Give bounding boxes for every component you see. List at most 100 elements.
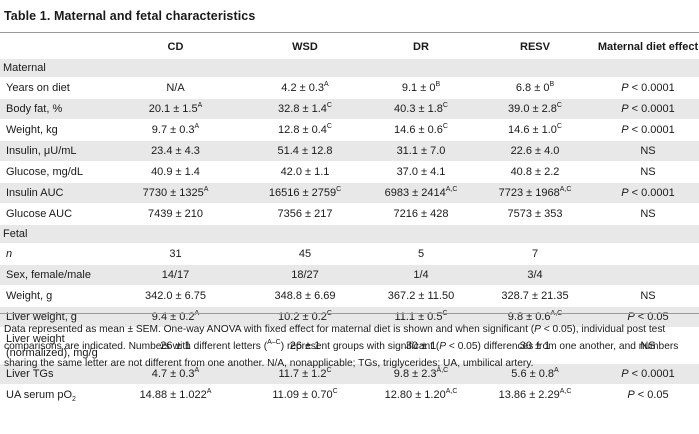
- cell-resv: 14.6 ± 1.0C: [473, 119, 597, 141]
- bottom-rule: [0, 313, 699, 314]
- row-label: Weight, kg: [0, 119, 110, 141]
- header-dr: DR: [413, 40, 429, 53]
- cell-dr: 14.6 ± 0.6C: [369, 119, 473, 141]
- characteristics-table: CD WSD DR RESV Maternal diet effect Mate…: [0, 35, 699, 405]
- cell-cd: 7439 ± 210: [110, 203, 241, 225]
- section-row-maternal: Maternal: [0, 58, 699, 78]
- table-row: Insulin, μU/mL 23.4 ± 4.3 51.4 ± 12.8 31…: [0, 140, 699, 162]
- cell-wsd: 51.4 ± 12.8: [241, 140, 369, 162]
- row-label: Glucose, mg/dL: [0, 161, 110, 183]
- row-label: Liver weight (normalized), mg/g: [0, 327, 110, 364]
- cell-effect: P < 0.0001: [597, 98, 699, 120]
- cell-dr: 9.8 ± 2.3A,C: [369, 363, 473, 385]
- cell-resv: 7: [473, 243, 597, 265]
- top-rule: [0, 32, 699, 33]
- cell-dr: 30 ± 1: [369, 327, 473, 364]
- cell-dr: 40.3 ± 1.8C: [369, 98, 473, 120]
- header-blank: [0, 35, 110, 59]
- cell-effect: P < 0.0001: [597, 182, 699, 204]
- cell-effect: NS: [597, 161, 699, 183]
- table-row: Sex, female/male 14/17 18/27 1/4 3/4: [0, 264, 699, 286]
- cell-effect: NS: [597, 203, 699, 225]
- table-row: Glucose AUC 7439 ± 210 7356 ± 217 7216 ±…: [0, 203, 699, 225]
- cell-effect: [597, 264, 699, 286]
- row-label: Body fat, %: [0, 98, 110, 120]
- row-label: Insulin AUC: [0, 182, 110, 204]
- cell-dr: 31.1 ± 7.0: [369, 140, 473, 162]
- cell-dr: 37.0 ± 4.1: [369, 161, 473, 183]
- row-label: Insulin, μU/mL: [0, 140, 110, 162]
- header-resv: RESV: [520, 40, 550, 53]
- cell-wsd: 45: [241, 243, 369, 265]
- cell-wsd: 12.8 ± 0.4C: [241, 119, 369, 141]
- cell-resv: 22.6 ± 4.0: [473, 140, 597, 162]
- header-effect: Maternal diet effect: [597, 40, 699, 53]
- cell-dr: 367.2 ± 11.50: [369, 285, 473, 307]
- cell-effect: P < 0.05: [597, 384, 699, 405]
- header-cd: CD: [167, 40, 184, 53]
- cell-resv: 40.8 ± 2.2: [473, 161, 597, 183]
- row-label: UA serum pO2: [0, 384, 110, 405]
- table-row: Glucose, mg/dL 40.9 ± 1.4 42.0 ± 1.1 37.…: [0, 161, 699, 183]
- table-row: Insulin AUC 7730 ± 1325A 16516 ± 2759C 6…: [0, 182, 699, 204]
- cell-resv: 7723 ± 1968A,C: [473, 182, 597, 204]
- cell-effect: P < 0.0001: [597, 119, 699, 141]
- row-label: n: [0, 243, 110, 265]
- cell-effect: NS: [597, 327, 699, 364]
- cell-dr: 1/4: [369, 264, 473, 286]
- cell-dr: 12.80 ± 1.20A,C: [369, 384, 473, 405]
- cell-wsd: 26 ± 1: [241, 327, 369, 364]
- section-label: Maternal: [0, 58, 110, 78]
- cell-wsd: 11.7 ± 1.2C: [241, 363, 369, 385]
- cell-effect: P < 0.0001: [597, 363, 699, 385]
- cell-wsd: 10.2 ± 0.2C: [241, 306, 369, 328]
- table-row: Body fat, % 20.1 ± 1.5A 32.8 ± 1.4C 40.3…: [0, 98, 699, 120]
- row-label: Liver TGs: [0, 363, 110, 385]
- section-label: Fetal: [0, 224, 110, 244]
- table-title: Table 1. Maternal and fetal characterist…: [4, 9, 256, 23]
- cell-cd: 20.1 ± 1.5A: [110, 98, 241, 120]
- cell-effect: P < 0.05: [597, 306, 699, 328]
- cell-cd: 14.88 ± 1.022A: [110, 384, 241, 405]
- cell-resv: 3/4: [473, 264, 597, 286]
- cell-resv: 6.8 ± 0B: [473, 77, 597, 99]
- cell-cd: 31: [110, 243, 241, 265]
- cell-dr: 7216 ± 428: [369, 203, 473, 225]
- cell-wsd: 11.09 ± 0.70C: [241, 384, 369, 405]
- cell-cd: 7730 ± 1325A: [110, 182, 241, 204]
- cell-resv: 39.0 ± 2.8C: [473, 98, 597, 120]
- cell-cd: 26 ± 1: [110, 327, 241, 364]
- cell-resv: 13.86 ± 2.29A,C: [473, 384, 597, 405]
- cell-wsd: 7356 ± 217: [241, 203, 369, 225]
- table-row: Weight, kg 9.7 ± 0.3A 12.8 ± 0.4C 14.6 ±…: [0, 119, 699, 141]
- cell-effect: NS: [597, 285, 699, 307]
- cell-cd: 14/17: [110, 264, 241, 286]
- cell-dr: 11.1 ± 0.5C: [369, 306, 473, 328]
- table-row: Years on diet N/A 4.2 ± 0.3A 9.1 ± 0B 6.…: [0, 77, 699, 99]
- row-label: Liver weight, g: [0, 306, 110, 328]
- table-row: Liver TGs 4.7 ± 0.3A 11.7 ± 1.2C 9.8 ± 2…: [0, 363, 699, 385]
- cell-cd: N/A: [110, 77, 241, 99]
- table-footnote: Data represented as mean ± SEM. One-way …: [4, 324, 679, 369]
- row-label: Glucose AUC: [0, 203, 110, 225]
- cell-wsd: 348.8 ± 6.69: [241, 285, 369, 307]
- cell-cd: 23.4 ± 4.3: [110, 140, 241, 162]
- cell-cd: 40.9 ± 1.4: [110, 161, 241, 183]
- cell-wsd: 32.8 ± 1.4C: [241, 98, 369, 120]
- cell-wsd: 18/27: [241, 264, 369, 286]
- cell-resv: 30 ± 1: [473, 327, 597, 364]
- table-row: Liver weight, g 9.4 ± 0.2A 10.2 ± 0.2C 1…: [0, 306, 699, 328]
- row-label: Weight, g: [0, 285, 110, 307]
- cell-effect: NS: [597, 140, 699, 162]
- header-row: CD WSD DR RESV Maternal diet effect: [0, 35, 699, 59]
- header-wsd: WSD: [292, 40, 318, 53]
- cell-cd: 4.7 ± 0.3A: [110, 363, 241, 385]
- table-row: UA serum pO2 14.88 ± 1.022A 11.09 ± 0.70…: [0, 384, 699, 405]
- row-label: Sex, female/male: [0, 264, 110, 286]
- cell-dr: 9.1 ± 0B: [369, 77, 473, 99]
- cell-resv: 328.7 ± 21.35: [473, 285, 597, 307]
- cell-dr: 6983 ± 2414A,C: [369, 182, 473, 204]
- cell-wsd: 16516 ± 2759C: [241, 182, 369, 204]
- row-label: Years on diet: [0, 77, 110, 99]
